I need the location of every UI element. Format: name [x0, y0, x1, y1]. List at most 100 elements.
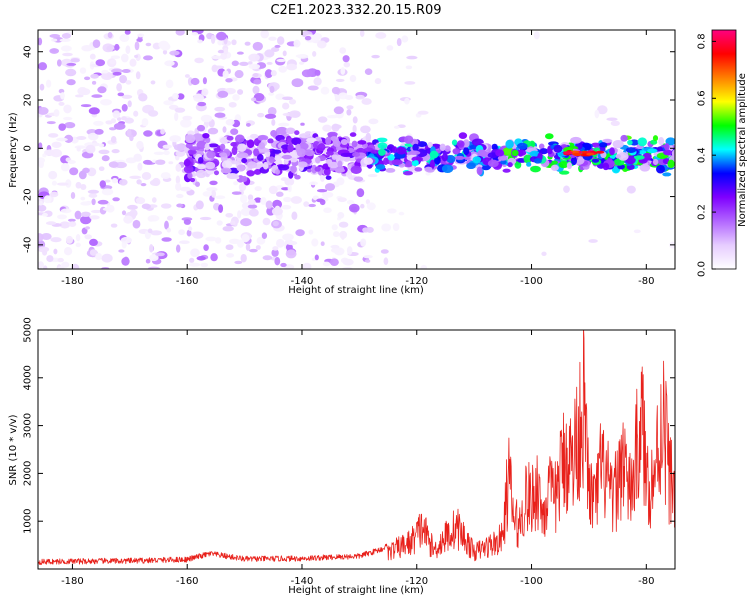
heatmap-cell: [182, 115, 193, 121]
heatmap-cell: [374, 78, 382, 85]
heatmap-cell: [514, 161, 522, 169]
heatmap-cell: [417, 110, 429, 115]
heatmap-cell: [69, 167, 79, 176]
heatmap-cell: [349, 132, 357, 137]
heatmap-cell: [497, 155, 508, 161]
heatmap-cell: [225, 244, 234, 251]
snr-y-axis: 1000 2000 3000 4000 5000: [23, 317, 675, 534]
spectrogram-x-axis: -180 -160 -140 -120 -100 -80: [61, 30, 654, 287]
heatmap-cell: [254, 197, 262, 203]
heatmap-cell: [316, 189, 328, 193]
heatmap-cell: [225, 119, 235, 126]
heatmap-cell: [558, 161, 569, 169]
heatmap-cell: [231, 39, 237, 46]
heatmap-cell: [283, 196, 292, 203]
heatmap-cell: [529, 150, 540, 157]
snr-y-tick-label: 5000: [23, 317, 34, 342]
snr-y-tick-label: 3000: [23, 413, 34, 438]
heatmap-cell: [339, 47, 347, 54]
heatmap-cell: [147, 216, 155, 222]
heatmap-cell: [343, 61, 351, 68]
heatmap-cell: [360, 203, 365, 209]
heatmap-cell: [90, 73, 99, 79]
heatmap-cell: [120, 236, 133, 244]
heatmap-cell: [150, 80, 156, 85]
heatmap-cell: [120, 53, 129, 63]
snr-series-line: [38, 330, 675, 565]
heatmap-cell: [319, 199, 326, 206]
heatmap-cell: [66, 62, 77, 66]
heatmap-cell: [615, 154, 621, 159]
heatmap-cell: [102, 43, 114, 53]
snr-x-tick-label: -140: [291, 576, 314, 587]
heatmap-cell: [84, 226, 91, 230]
heatmap-cell: [107, 32, 113, 39]
heatmap-cell: [298, 142, 309, 150]
heatmap-cell: [147, 228, 153, 234]
heatmap-cell: [511, 149, 519, 157]
heatmap-cell: [264, 69, 273, 79]
heatmap-cell: [80, 88, 91, 96]
heatmap-cell: [427, 141, 433, 148]
heatmap-cell: [134, 54, 139, 58]
heatmap-cell: [429, 150, 439, 159]
heatmap-cell: [112, 197, 120, 202]
heatmap-cell: [84, 76, 91, 81]
heatmap-cell: [87, 189, 100, 194]
heatmap-cell: [239, 61, 249, 66]
heatmap-cell: [38, 106, 49, 115]
heatmap-cell: [301, 69, 313, 78]
heatmap-cell: [149, 179, 160, 186]
heatmap-cell: [502, 168, 511, 173]
heatmap-cell: [76, 146, 81, 152]
heatmap-cell: [46, 121, 56, 125]
heatmap-cell: [230, 220, 236, 226]
heatmap-cell: [80, 104, 92, 108]
heatmap-cell: [205, 236, 217, 242]
heatmap-cell: [151, 197, 157, 203]
heatmap-cell: [176, 193, 184, 199]
heatmap-cell: [272, 246, 279, 251]
spectrogram-y-tick-label: -20: [23, 188, 34, 204]
heatmap-cell: [360, 125, 371, 134]
heatmap-cell: [264, 49, 275, 58]
heatmap-cell: [416, 148, 428, 158]
spectrogram-frame: [37, 29, 676, 270]
heatmap-cell: [80, 201, 92, 206]
heatmap-cell: [113, 122, 126, 130]
heatmap-cell: [162, 144, 172, 149]
spectrogram-x-tick-label: -120: [405, 276, 428, 287]
heatmap-cell: [570, 136, 582, 144]
heatmap-cell: [39, 83, 45, 91]
heatmap-cell: [231, 146, 238, 156]
heatmap-cell: [404, 135, 414, 144]
heatmap-cell: [247, 199, 256, 205]
heatmap-cell: [639, 163, 651, 172]
heatmap-cell: [370, 149, 380, 154]
heatmap-cell: [331, 86, 341, 95]
heatmap-cell: [175, 182, 182, 191]
heatmap-cell: [377, 142, 388, 150]
heatmap-cell: [121, 103, 128, 112]
heatmap-cell: [195, 181, 200, 187]
heatmap-cell: [50, 148, 63, 158]
heatmap-cell: [507, 162, 513, 168]
heatmap-cell: [183, 219, 192, 225]
heatmap-cell: [196, 140, 208, 149]
heatmap-cell: [656, 164, 665, 174]
heatmap-cell: [194, 57, 204, 64]
heatmap-cell: [127, 204, 138, 210]
snr-frame: [37, 329, 676, 570]
heatmap-cell: [268, 156, 275, 164]
heatmap-cell: [204, 142, 210, 151]
heatmap-cell: [588, 239, 598, 243]
heatmap-cell: [101, 155, 110, 162]
heatmap-cell: [272, 220, 279, 227]
heatmap-cell: [559, 170, 570, 175]
heatmap-cell: [149, 254, 159, 262]
heatmap-cell: [38, 142, 43, 150]
heatmap-cell: [254, 186, 262, 192]
heatmap-cell: [359, 30, 365, 37]
heatmap-cell: [551, 160, 558, 165]
spectrogram-x-tick-label: -100: [520, 276, 543, 287]
